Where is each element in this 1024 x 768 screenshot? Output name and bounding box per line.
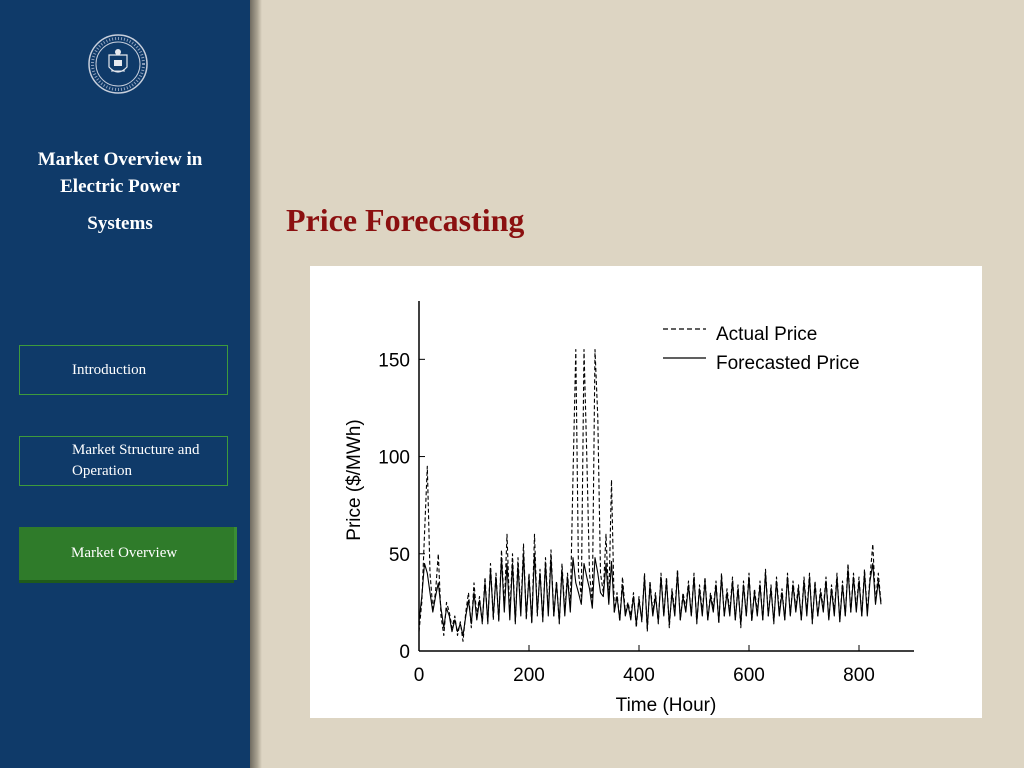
legend: Actual Price Forecasted Price xyxy=(663,324,860,374)
sidebar-shadow xyxy=(250,0,262,768)
legend-label-forecast: Forecasted Price xyxy=(716,353,860,374)
y-tick-label: 50 xyxy=(389,545,410,566)
nav-item-label: Market Overview xyxy=(71,545,178,561)
sidebar-title-line3: Systems xyxy=(87,213,153,234)
chart-panel: 0 50 100 150 0 200 400 600 800 Time (Hour) Price… xyxy=(310,266,982,718)
price-chart: 0 50 100 150 0 200 400 600 800 Time (Hour) Price… xyxy=(344,301,914,716)
x-tick-label: 400 xyxy=(623,665,655,686)
x-axis-label: Time (Hour) xyxy=(616,695,717,716)
legend-label-actual: Actual Price xyxy=(716,324,817,345)
sidebar-title-line2: Electric Power xyxy=(60,176,180,197)
sidebar-title-line1: Market Overview in xyxy=(37,149,203,170)
x-tick-label: 800 xyxy=(843,665,875,686)
sidebar-title: Market Overview in Electric Power System… xyxy=(10,146,230,237)
nav-item-label: Market Structure and Operation xyxy=(72,442,200,479)
y-tick-label: 150 xyxy=(378,350,410,371)
x-tick-label: 200 xyxy=(513,665,545,686)
y-axis-label: Price ($/MWh) xyxy=(344,419,365,540)
nav-item-market-structure[interactable]: Market Structure and Operation xyxy=(19,436,228,486)
x-tick-label: 600 xyxy=(733,665,765,686)
y-tick-label: 0 xyxy=(399,642,410,663)
series-actual-price-line xyxy=(418,349,882,642)
university-seal-icon xyxy=(88,34,148,94)
series-forecasted-price-line xyxy=(418,553,882,636)
page-title: Price Forecasting xyxy=(286,202,525,238)
nav-item-label: Introduction xyxy=(72,361,147,378)
sidebar: Market Overview in Electric Power System… xyxy=(0,0,250,768)
y-tick-label: 100 xyxy=(378,448,410,469)
nav-item-market-overview[interactable]: Market Overview xyxy=(19,527,234,580)
nav-item-introduction[interactable]: Introduction xyxy=(19,345,228,395)
x-tick-label: 0 xyxy=(414,665,425,686)
